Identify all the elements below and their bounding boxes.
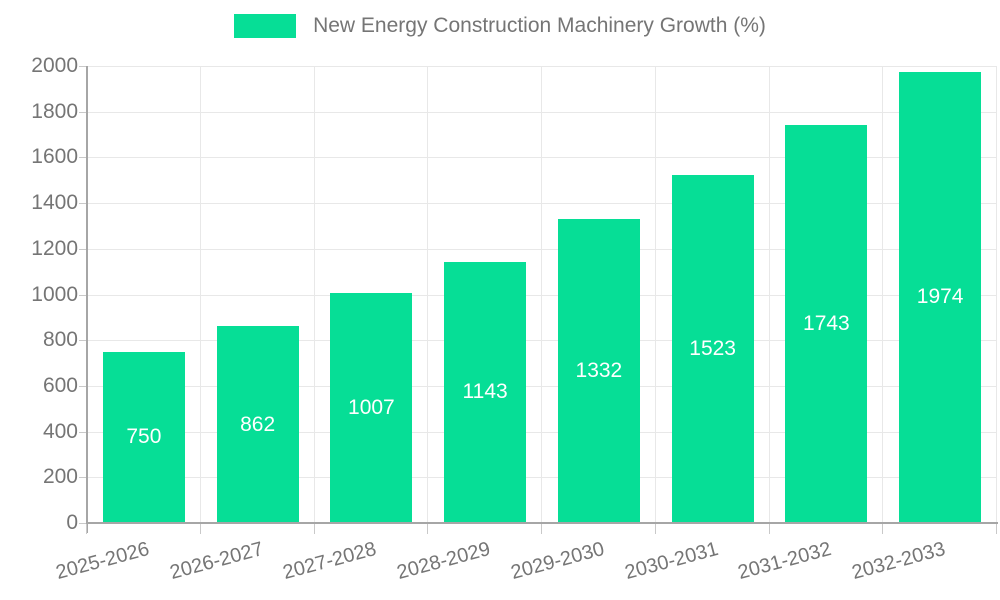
x-tick-mark xyxy=(86,524,87,534)
bar-value-label: 1332 xyxy=(575,358,623,382)
bar-value-label: 750 xyxy=(126,425,162,449)
bar-2026-2027: 862 xyxy=(216,326,299,523)
legend-label: New Energy Construction Machinery Growth… xyxy=(313,14,766,37)
y-tick-label: 2000 xyxy=(31,54,78,77)
gridline-horizontal xyxy=(87,248,997,250)
bar-2029-2030: 1332 xyxy=(557,218,640,523)
bar-value-label: 862 xyxy=(240,412,276,436)
gridline-vertical xyxy=(654,66,656,523)
y-tick-mark xyxy=(79,111,86,113)
y-tick-mark xyxy=(79,340,86,342)
gridline-horizontal xyxy=(87,111,997,113)
gridline-vertical xyxy=(996,66,997,523)
bar-2030-2031: 1523 xyxy=(671,175,754,523)
gridline-horizontal xyxy=(87,203,997,205)
gridline-horizontal xyxy=(87,66,997,67)
x-tick-mark xyxy=(768,524,770,534)
x-tick-mark xyxy=(541,524,542,534)
y-axis-line xyxy=(86,66,88,533)
gridline-vertical xyxy=(313,66,315,523)
x-tick-mark xyxy=(199,524,201,534)
y-tick-label: 1400 xyxy=(31,191,78,215)
y-tick-label: 600 xyxy=(42,373,78,397)
y-tick-mark xyxy=(79,203,86,205)
legend-swatch xyxy=(234,14,297,38)
bar-2027-2028: 1007 xyxy=(330,292,413,523)
y-tick-label: 400 xyxy=(42,419,78,443)
x-axis-line xyxy=(87,522,998,524)
gridline-vertical xyxy=(199,66,201,523)
y-tick-label: 200 xyxy=(42,465,78,489)
x-tick-mark xyxy=(882,524,884,534)
gridline-horizontal xyxy=(87,157,997,159)
bar-2032-2033: 1974 xyxy=(899,71,982,523)
bar-2025-2026: 750 xyxy=(102,351,185,523)
bar-value-label: 1007 xyxy=(348,395,395,419)
y-tick-label: 1000 xyxy=(31,282,78,306)
gridline-vertical xyxy=(541,66,542,523)
y-tick-mark xyxy=(79,385,86,387)
y-tick-label: 800 xyxy=(42,328,78,352)
gridline-vertical xyxy=(768,66,770,523)
legend: New Energy Construction Machinery Growth… xyxy=(0,14,1000,38)
bar-value-label: 1743 xyxy=(803,311,850,335)
x-tick-mark xyxy=(654,524,656,534)
y-tick-label: 1200 xyxy=(31,236,78,260)
gridline-vertical xyxy=(882,66,884,523)
gridline-horizontal xyxy=(87,431,997,433)
y-tick-mark xyxy=(79,66,86,67)
y-tick-mark xyxy=(79,523,86,524)
bar-2031-2032: 1743 xyxy=(785,124,868,523)
y-tick-mark xyxy=(79,431,86,433)
y-tick-mark xyxy=(79,294,86,296)
gridline-horizontal xyxy=(87,340,997,342)
y-tick-label: 0 xyxy=(66,511,78,534)
y-tick-mark xyxy=(79,477,86,479)
gridline-horizontal xyxy=(87,477,997,479)
y-tick-label: 1600 xyxy=(31,145,78,169)
bar-value-label: 1523 xyxy=(689,337,736,360)
bar-value-label: 1974 xyxy=(916,285,964,309)
x-tick-mark xyxy=(313,524,315,534)
y-tick-label: 1800 xyxy=(31,99,78,123)
gridline-horizontal xyxy=(87,294,997,296)
plot-area: 750 862 1007 1143 1332 1523 1743 1974 xyxy=(87,66,997,523)
x-tick-mark xyxy=(996,524,997,534)
bar-value-label: 1143 xyxy=(462,380,508,404)
y-tick-mark xyxy=(79,157,86,159)
x-tick-mark xyxy=(427,524,429,534)
bar-2028-2029: 1143 xyxy=(444,261,527,523)
gridline-horizontal xyxy=(87,385,997,387)
y-tick-mark xyxy=(79,248,86,250)
gridline-vertical xyxy=(427,66,429,523)
